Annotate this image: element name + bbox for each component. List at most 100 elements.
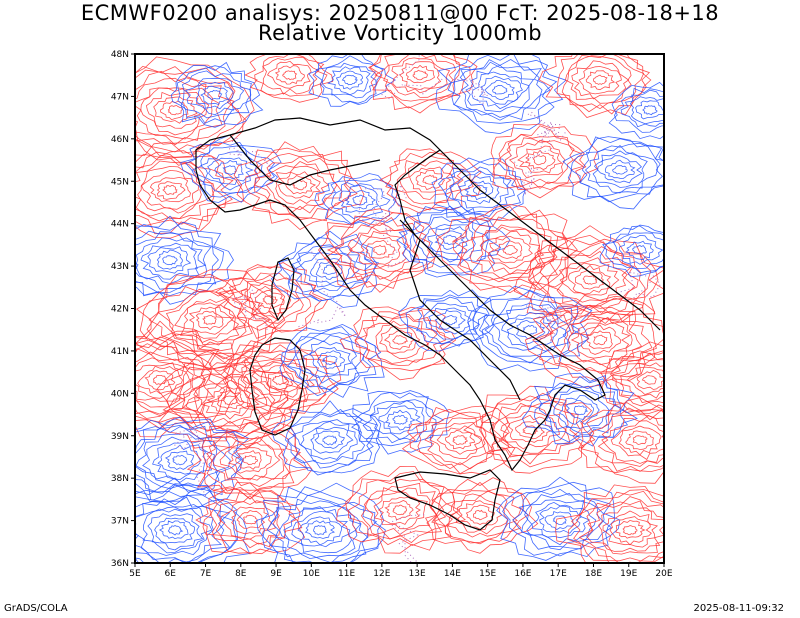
positive-vorticity-contour — [219, 441, 281, 481]
positive-vorticity-contour — [266, 370, 295, 390]
positive-vorticity-contour — [412, 69, 428, 81]
negative-vorticity-contour — [472, 290, 590, 366]
negative-vorticity-contour — [392, 415, 408, 425]
positive-vorticity-contour — [193, 376, 268, 424]
lat-tick-label: 48N — [111, 50, 129, 60]
positive-vorticity-contour — [422, 174, 438, 185]
negative-vorticity-contour — [431, 157, 526, 226]
positive-vorticity-contour — [626, 366, 664, 395]
negative-vorticity-contour — [184, 77, 245, 116]
positive-vorticity-contour — [195, 310, 224, 331]
positive-vorticity-contour — [409, 408, 512, 475]
positive-vorticity-contour — [167, 105, 183, 116]
zero-vorticity-contour — [358, 182, 408, 235]
positive-vorticity-contour — [227, 447, 272, 474]
negative-vorticity-contour — [442, 314, 458, 326]
positive-vorticity-contour — [528, 235, 659, 325]
negative-vorticity-contour — [515, 319, 546, 339]
negative-vorticity-contour — [135, 477, 251, 563]
positive-vorticity-contour — [620, 362, 664, 399]
positive-vorticity-contour — [188, 306, 233, 335]
negative-vorticity-contour — [309, 346, 353, 375]
lon-tick-label: 10E — [303, 569, 320, 579]
negative-vorticity-contour — [443, 234, 459, 245]
positive-vorticity-contour — [231, 506, 273, 535]
positive-vorticity-contour — [135, 333, 229, 429]
positive-vorticity-contour — [488, 235, 533, 264]
positive-vorticity-contour — [211, 436, 286, 481]
positive-vorticity-contour — [625, 430, 655, 450]
negative-vorticity-contour — [553, 390, 610, 429]
positive-vorticity-contour — [618, 425, 662, 456]
negative-vorticity-contour — [135, 424, 231, 491]
positive-vorticity-contour — [275, 165, 330, 205]
positive-vorticity-contour — [354, 309, 454, 372]
positive-vorticity-contour — [429, 421, 487, 459]
positive-vorticity-contour — [452, 435, 468, 446]
positive-vorticity-contour — [200, 379, 260, 420]
positive-vorticity-contour — [479, 230, 541, 270]
negative-vorticity-contour — [352, 194, 368, 206]
negative-vorticity-contour — [451, 54, 558, 124]
positive-vorticity-contour — [622, 525, 638, 536]
zero-vorticity-contour — [380, 54, 443, 100]
negative-vorticity-contour — [562, 136, 664, 210]
positive-vorticity-contour — [444, 490, 518, 538]
negative-vorticity-contour — [398, 205, 502, 274]
positive-vorticity-contour — [372, 244, 387, 256]
positive-vorticity-contour — [567, 264, 612, 295]
lon-tick-label: 7E — [200, 569, 212, 579]
negative-vorticity-contour — [279, 323, 385, 398]
positive-vorticity-contour — [384, 500, 414, 521]
positive-vorticity-contour — [166, 352, 306, 448]
positive-vorticity-contour — [369, 54, 471, 109]
negative-vorticity-contour — [344, 190, 377, 210]
positive-vorticity-contour — [524, 149, 556, 170]
negative-vorticity-contour — [545, 385, 617, 434]
positive-vorticity-contour — [135, 151, 227, 227]
negative-vorticity-contour — [286, 332, 371, 390]
positive-vorticity-contour — [391, 57, 451, 94]
negative-vorticity-contour — [565, 400, 594, 420]
negative-vorticity-contour — [625, 240, 654, 261]
negative-vorticity-contour — [629, 96, 664, 125]
positive-vorticity-contour — [139, 273, 278, 370]
positive-vorticity-contour — [597, 505, 664, 552]
positive-vorticity-contour — [233, 141, 365, 230]
positive-vorticity-contour — [334, 222, 421, 280]
positive-vorticity-contour — [135, 330, 241, 423]
zero-vorticity-contour — [527, 125, 568, 160]
lat-tick-label: 45N — [111, 177, 129, 187]
positive-vorticity-contour — [641, 375, 657, 385]
negative-vorticity-contour — [162, 255, 178, 266]
lat-tick-label: 37N — [111, 517, 129, 527]
balkan-coast — [439, 149, 661, 331]
footer-software: GrADS/COLA — [4, 603, 68, 614]
positive-vorticity-contour — [230, 344, 339, 419]
negative-vorticity-contour — [314, 55, 384, 104]
negative-vorticity-contour — [351, 390, 450, 455]
negative-vorticity-contour — [612, 165, 628, 175]
positive-vorticity-contour — [578, 397, 664, 484]
negative-vorticity-contour — [270, 498, 369, 563]
zero-vorticity-contour — [365, 188, 405, 269]
positive-vorticity-contour — [555, 484, 664, 563]
negative-vorticity-contour — [200, 151, 259, 191]
positive-vorticity-contour — [531, 241, 646, 314]
negative-vorticity-contour — [135, 484, 239, 563]
negative-vorticity-contour — [291, 246, 367, 293]
positive-vorticity-contour — [609, 516, 652, 546]
positive-vorticity-contour — [282, 70, 298, 81]
negative-vorticity-contour — [608, 81, 664, 140]
positive-vorticity-contour — [360, 482, 445, 540]
negative-vorticity-contour — [354, 392, 445, 447]
negative-vorticity-contour — [472, 184, 488, 196]
positive-vorticity-contour — [135, 336, 226, 417]
negative-vorticity-contour — [300, 252, 360, 288]
negative-vorticity-contour — [283, 506, 357, 554]
positive-vorticity-contour — [135, 351, 206, 408]
positive-vorticity-contour — [162, 185, 178, 195]
positive-vorticity-contour — [602, 510, 659, 548]
lat-tick-label: 40N — [111, 389, 129, 399]
lon-tick-label: 12E — [373, 569, 390, 579]
